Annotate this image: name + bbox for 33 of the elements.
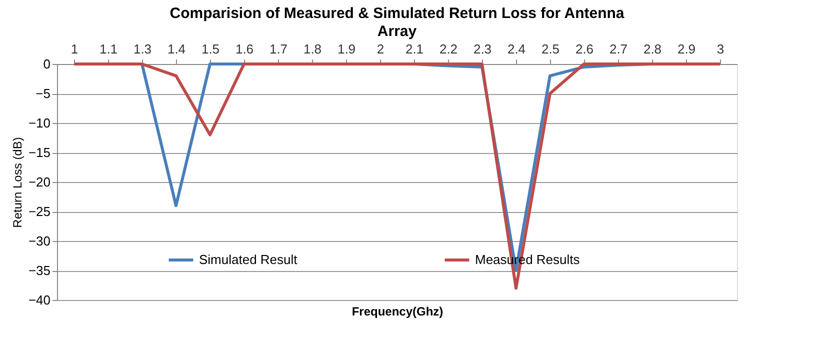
x-tick-label: 2.5 — [541, 42, 560, 56]
x-tick-label: 2.8 — [643, 42, 662, 56]
x-tick-label: 1.9 — [337, 42, 356, 56]
x-tick-label: 2.2 — [439, 42, 458, 56]
x-tick-label: 2.4 — [507, 42, 526, 56]
x-tick-label: 1.8 — [303, 42, 322, 56]
y-tick-label: −10 — [28, 116, 50, 130]
y-tick-label: 0 — [43, 56, 50, 72]
x-tick-label: 1.1 — [99, 42, 118, 56]
x-tick-label: 1.3 — [133, 42, 152, 56]
x-tick-label: 2.7 — [609, 42, 628, 56]
y-axis-title: Return Loss (dB) — [10, 137, 24, 228]
x-tick-label: 2.9 — [677, 42, 696, 56]
y-tick-label: −40 — [28, 292, 50, 308]
x-tick-label: 1.5 — [201, 42, 220, 56]
x-tick-label: 3 — [716, 42, 724, 56]
x-tick-label: 1.7 — [269, 42, 288, 56]
x-tick-label: 2 — [376, 42, 384, 56]
y-tick-label: −15 — [28, 145, 50, 160]
chart-title: Comparision of Measured & Simulated Return Loss for Antenna Array — [170, 5, 625, 40]
x-tick-label: 2.1 — [405, 42, 424, 56]
y-tick-label: −30 — [28, 234, 50, 248]
x-tick-label: 1.4 — [167, 42, 186, 56]
legend-label: Simulated Result — [199, 252, 298, 267]
y-tick-label: −25 — [28, 204, 50, 219]
x-tick-label: 1 — [70, 42, 78, 56]
y-tick-label: −35 — [28, 263, 50, 278]
x-tick-label: 2.3 — [473, 42, 492, 56]
x-axis-title: Frequency(Ghz) — [352, 304, 444, 318]
x-tick-label: 1.6 — [235, 42, 254, 56]
x-tick-label: 2.6 — [575, 42, 594, 56]
y-tick-label: −5 — [36, 86, 50, 101]
y-tick-label: −20 — [28, 174, 50, 190]
